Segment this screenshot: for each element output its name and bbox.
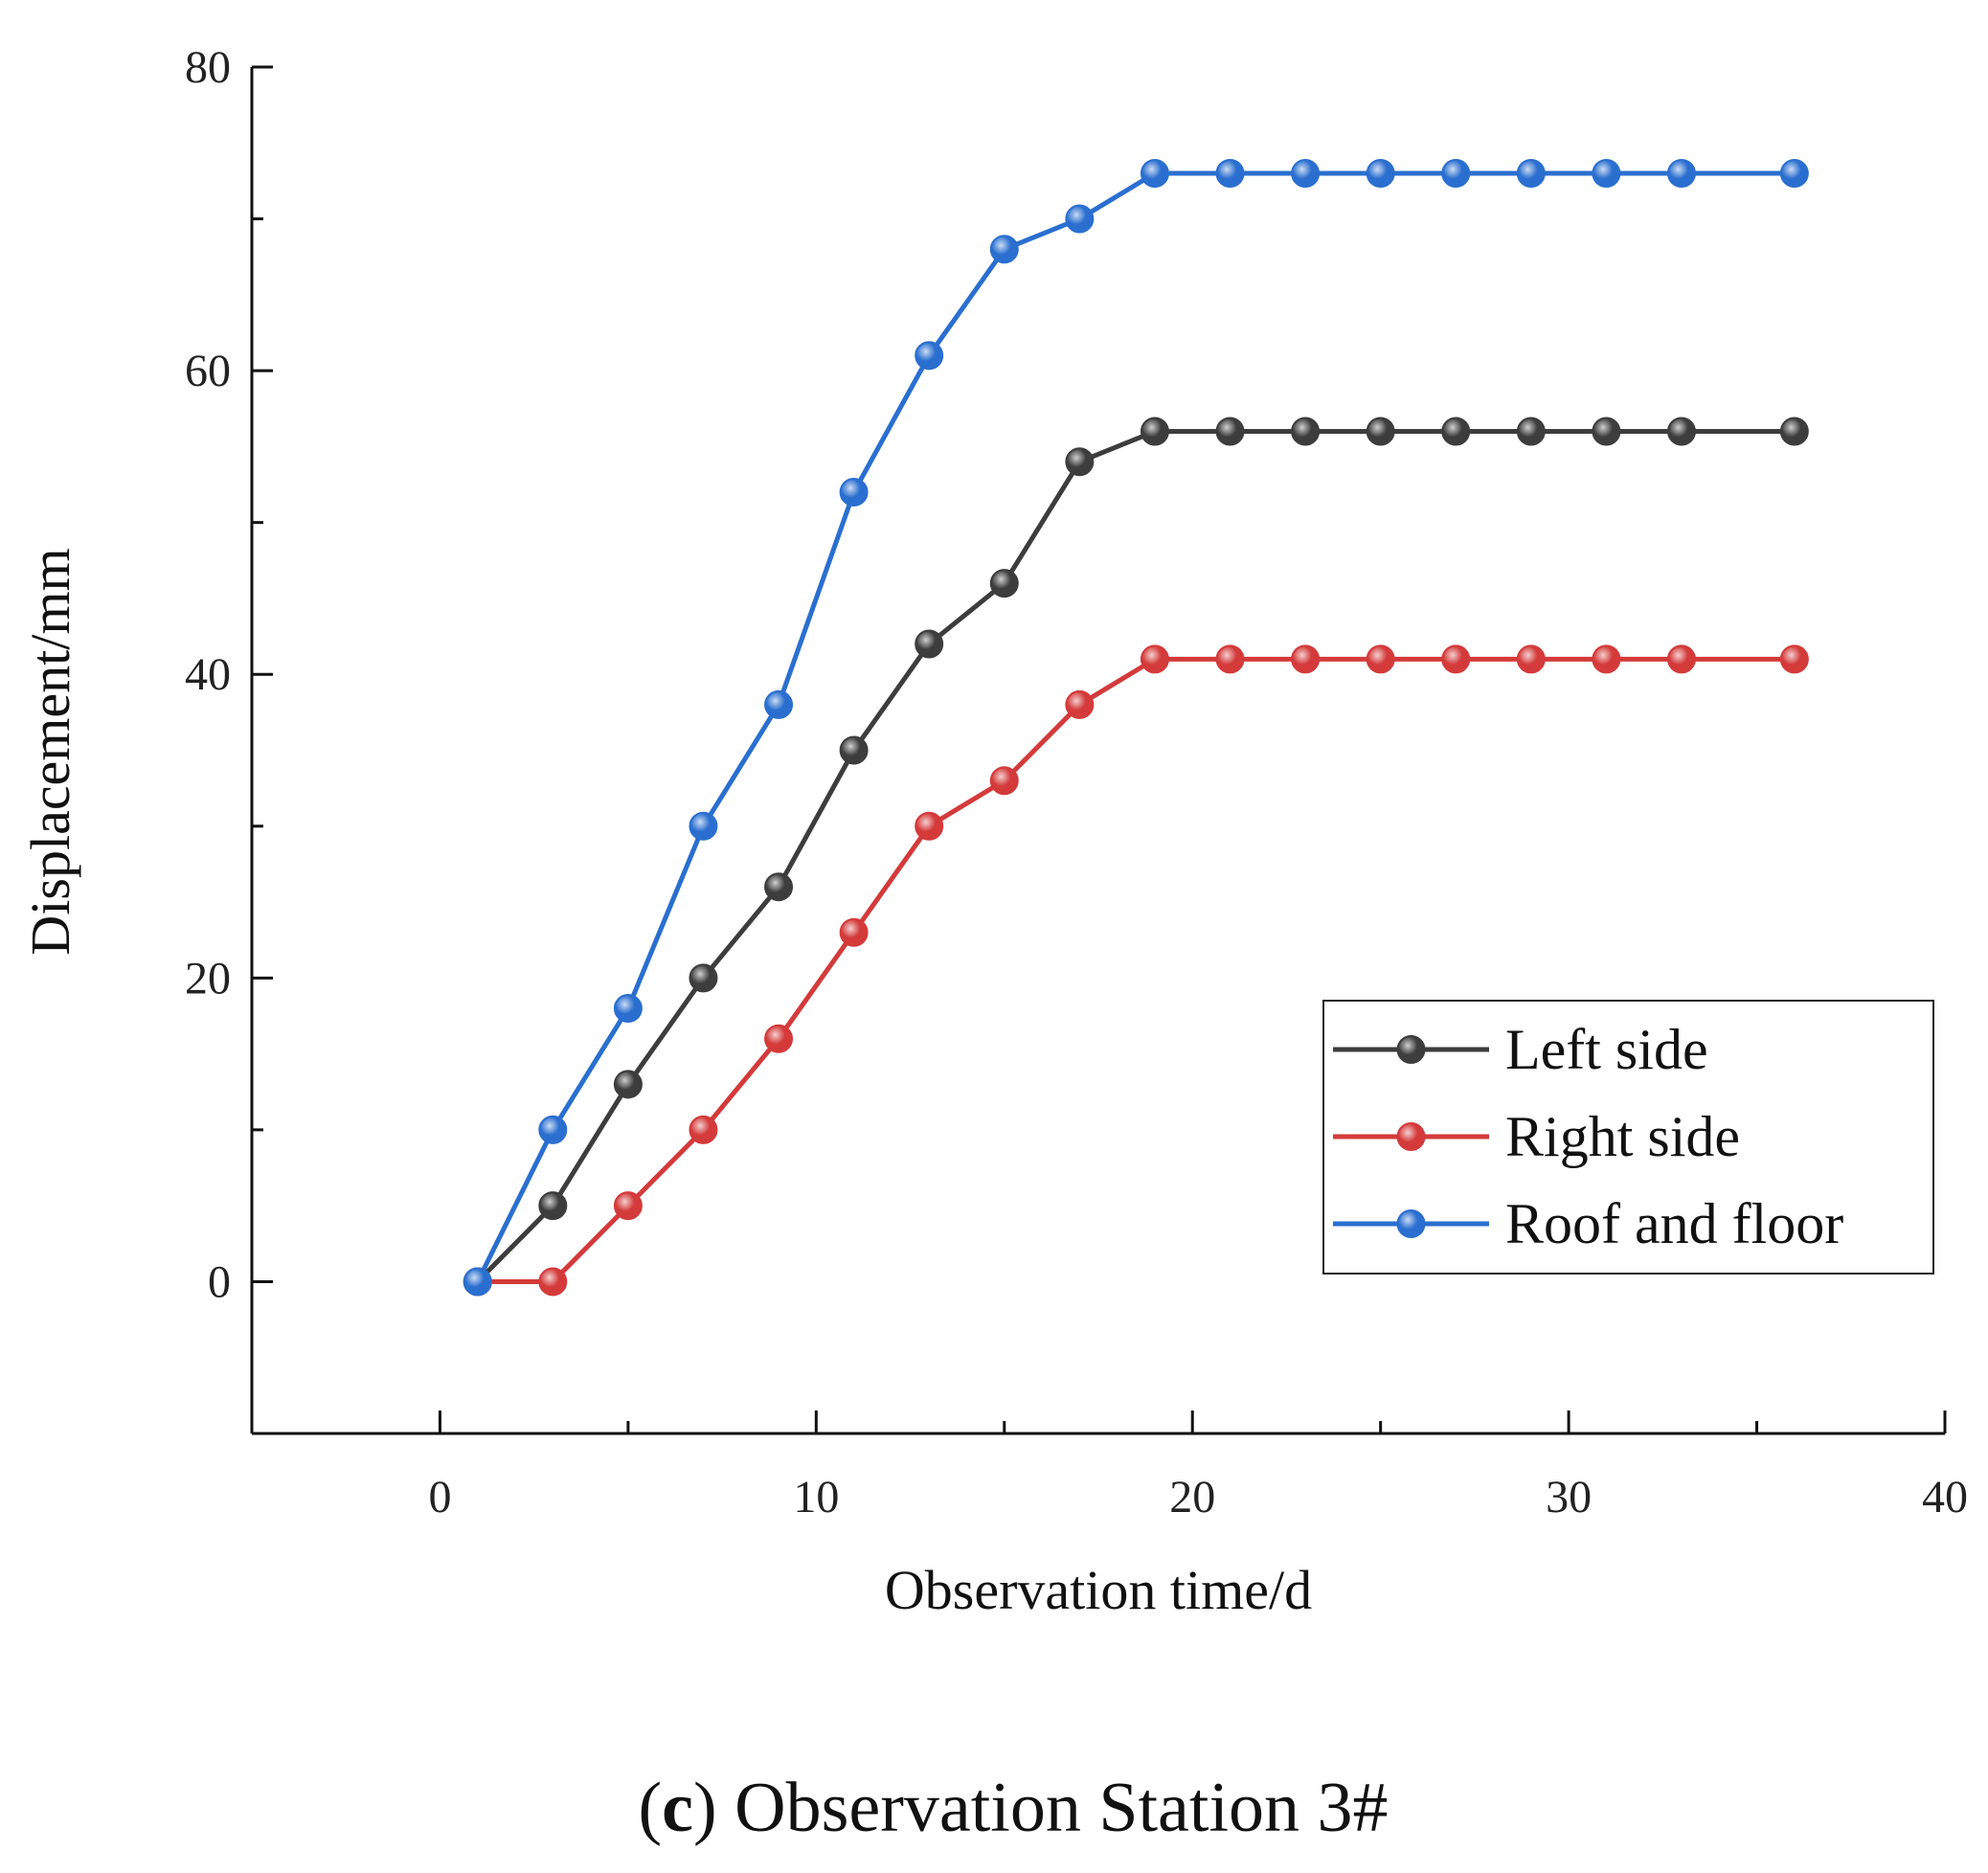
y-tick-label: 60 [185,346,231,396]
data-point [915,811,944,841]
axes [250,67,1945,1435]
data-point [989,569,1019,598]
ticks [252,65,1947,1433]
data-point [839,917,869,947]
data-point [538,1115,568,1144]
data-point [1366,644,1395,674]
figure-caption: (c) Observation Station 3# [638,1769,1388,1847]
data-point [915,629,944,659]
data-point [839,477,869,507]
x-axis-title: Observation time/d [885,1559,1312,1621]
data-point [1592,158,1621,188]
data-point [1291,417,1321,446]
y-tick-label: 0 [208,1256,231,1307]
x-tick-label: 30 [1546,1472,1592,1523]
data-point [1666,644,1696,674]
data-point [989,235,1019,264]
data-point [1291,644,1321,674]
legend: Left side Right side Roof and floor [1322,1000,1934,1275]
data-point [689,1115,718,1144]
data-point [463,1267,492,1297]
data-point [1779,417,1809,446]
data-point [1215,417,1245,446]
data-point [1592,417,1621,446]
data-point [1779,158,1809,188]
data-point [1366,417,1395,446]
data-point [1779,644,1809,674]
data-point [915,341,944,371]
data-point [764,1024,794,1053]
legend-item-right-side: Right side [1333,1105,1740,1168]
series-roof-and-floor [463,158,1809,1297]
legend-label: Left side [1505,1018,1708,1081]
series-layer [463,158,1809,1297]
data-point [764,872,794,902]
data-point [689,963,718,993]
x-tick-label: 40 [1922,1472,1968,1523]
data-point [538,1267,568,1297]
data-point [1065,689,1095,719]
data-point [1666,417,1696,446]
data-point [1140,644,1169,674]
data-point [689,811,718,841]
data-point [1140,158,1169,188]
data-point [1140,417,1169,446]
legend-marker [1396,1209,1426,1238]
caption-rest: ) Observation Station 3# [693,1769,1389,1847]
y-tick-label: 80 [185,42,231,93]
data-point [1065,204,1095,234]
data-point [1441,158,1471,188]
legend-label: Roof and floor [1505,1192,1843,1255]
legend-marker [1396,1035,1426,1064]
caption-open: ( [638,1769,662,1847]
data-point [989,766,1019,796]
data-point [613,1191,643,1221]
legend-label: Right side [1505,1105,1740,1168]
x-tick-label: 10 [793,1472,839,1523]
y-tick-label: 40 [185,649,231,700]
data-point [1516,158,1546,188]
x-tick-label: 20 [1169,1472,1215,1523]
y-tick-label: 20 [185,953,231,1004]
data-point [1516,417,1546,446]
data-point [1592,644,1621,674]
tick-labels: 0 20 40 60 80 0 10 20 30 40 [185,42,1968,1523]
data-point [1291,158,1321,188]
data-point [1666,158,1696,188]
data-point [1441,417,1471,446]
x-tick-label: 0 [428,1472,451,1523]
data-point [613,1070,643,1099]
data-point [839,735,869,765]
data-point [1516,644,1546,674]
data-point [538,1191,568,1221]
legend-item-roof-and-floor: Roof and floor [1333,1192,1843,1255]
data-point [1441,644,1471,674]
data-point [764,689,794,719]
data-point [613,994,643,1024]
data-point [1065,447,1095,477]
y-axis-title: Displacement/mm [19,548,81,955]
data-point [1215,644,1245,674]
caption-letter: c [662,1769,693,1847]
legend-marker [1396,1122,1426,1151]
data-point [1366,158,1395,188]
data-point [1215,158,1245,188]
legend-item-left-side: Left side [1333,1018,1708,1081]
